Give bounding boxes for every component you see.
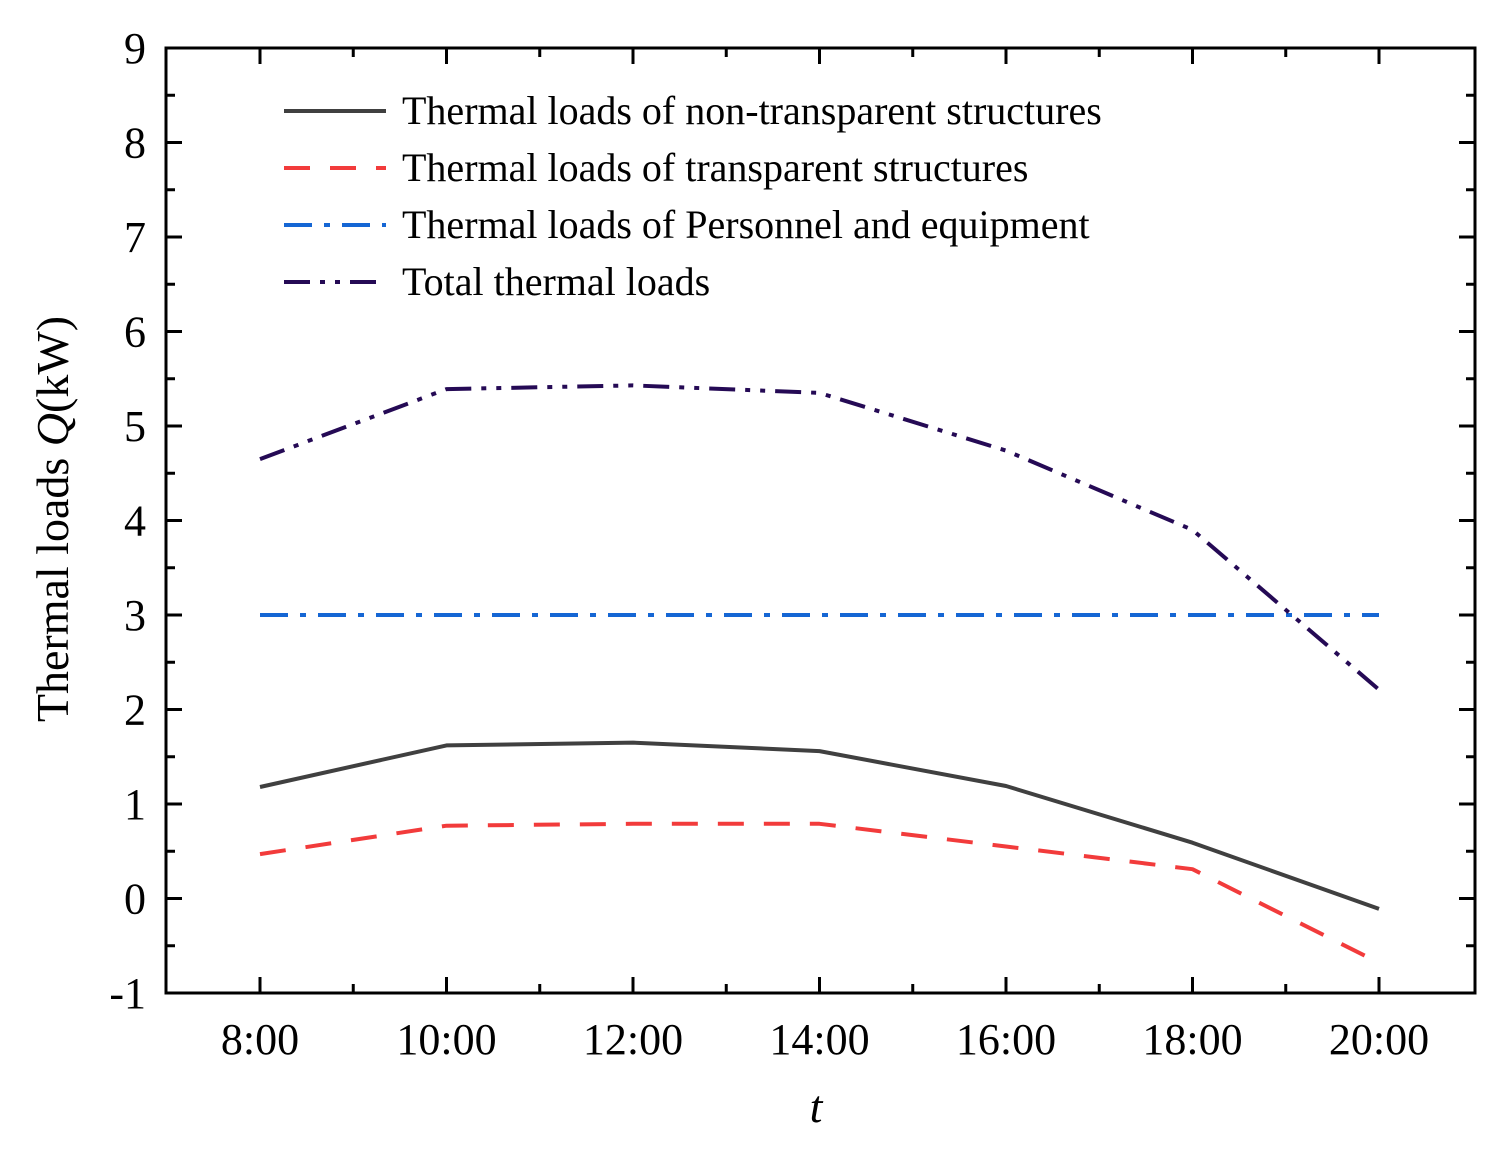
y-tick-label: 2 xyxy=(124,686,146,735)
x-axis-title: t xyxy=(810,1081,824,1132)
y-tick-label: 0 xyxy=(124,875,146,924)
y-tick-label: 4 xyxy=(124,497,146,546)
y-axis-title-unit: (kW) xyxy=(27,316,78,413)
x-tick-label: 14:00 xyxy=(769,1015,869,1064)
x-tick-label: 20:00 xyxy=(1329,1015,1429,1064)
x-tick-label: 10:00 xyxy=(396,1015,496,1064)
y-tick-label: 8 xyxy=(124,119,146,168)
x-tick-label: 18:00 xyxy=(1142,1015,1242,1064)
legend: Thermal loads of non-transparent structu… xyxy=(284,88,1102,304)
y-axis-title-variable: Q xyxy=(27,413,78,446)
x-tick-label: 8:00 xyxy=(221,1015,299,1064)
legend-label-3: Thermal loads of Personnel and equipment xyxy=(402,202,1090,247)
axes: -1 0 1 2 3 4 5 6 7 8 9 8:00 10:00 12:00 14:00 16:00 18:0… xyxy=(109,24,1477,1064)
x-tick-label: 16:00 xyxy=(956,1015,1056,1064)
y-tick-label: 7 xyxy=(124,213,146,262)
series-line-4 xyxy=(259,383,1381,692)
y-tick-label: 1 xyxy=(124,780,146,829)
series-line-2 xyxy=(259,821,1380,965)
legend-label-1: Thermal loads of non-transparent structu… xyxy=(402,88,1102,133)
y-axis-title-prefix: Thermal loads xyxy=(27,446,78,722)
plot-area xyxy=(259,383,1381,965)
x-tick-label: 12:00 xyxy=(583,1015,683,1064)
legend-label-4: Total thermal loads xyxy=(402,259,710,304)
y-tick-label: 9 xyxy=(124,24,146,73)
y-tick-label: 5 xyxy=(124,402,146,451)
legend-label-2: Thermal loads of transparent structures xyxy=(402,145,1028,190)
y-axis-title: Thermal loads Q(kW) xyxy=(27,316,78,722)
y-tick-label: 6 xyxy=(124,308,146,357)
y-tick-label: 3 xyxy=(124,591,146,640)
series-line-1 xyxy=(259,740,1380,911)
y-tick-label: -1 xyxy=(109,969,146,1018)
